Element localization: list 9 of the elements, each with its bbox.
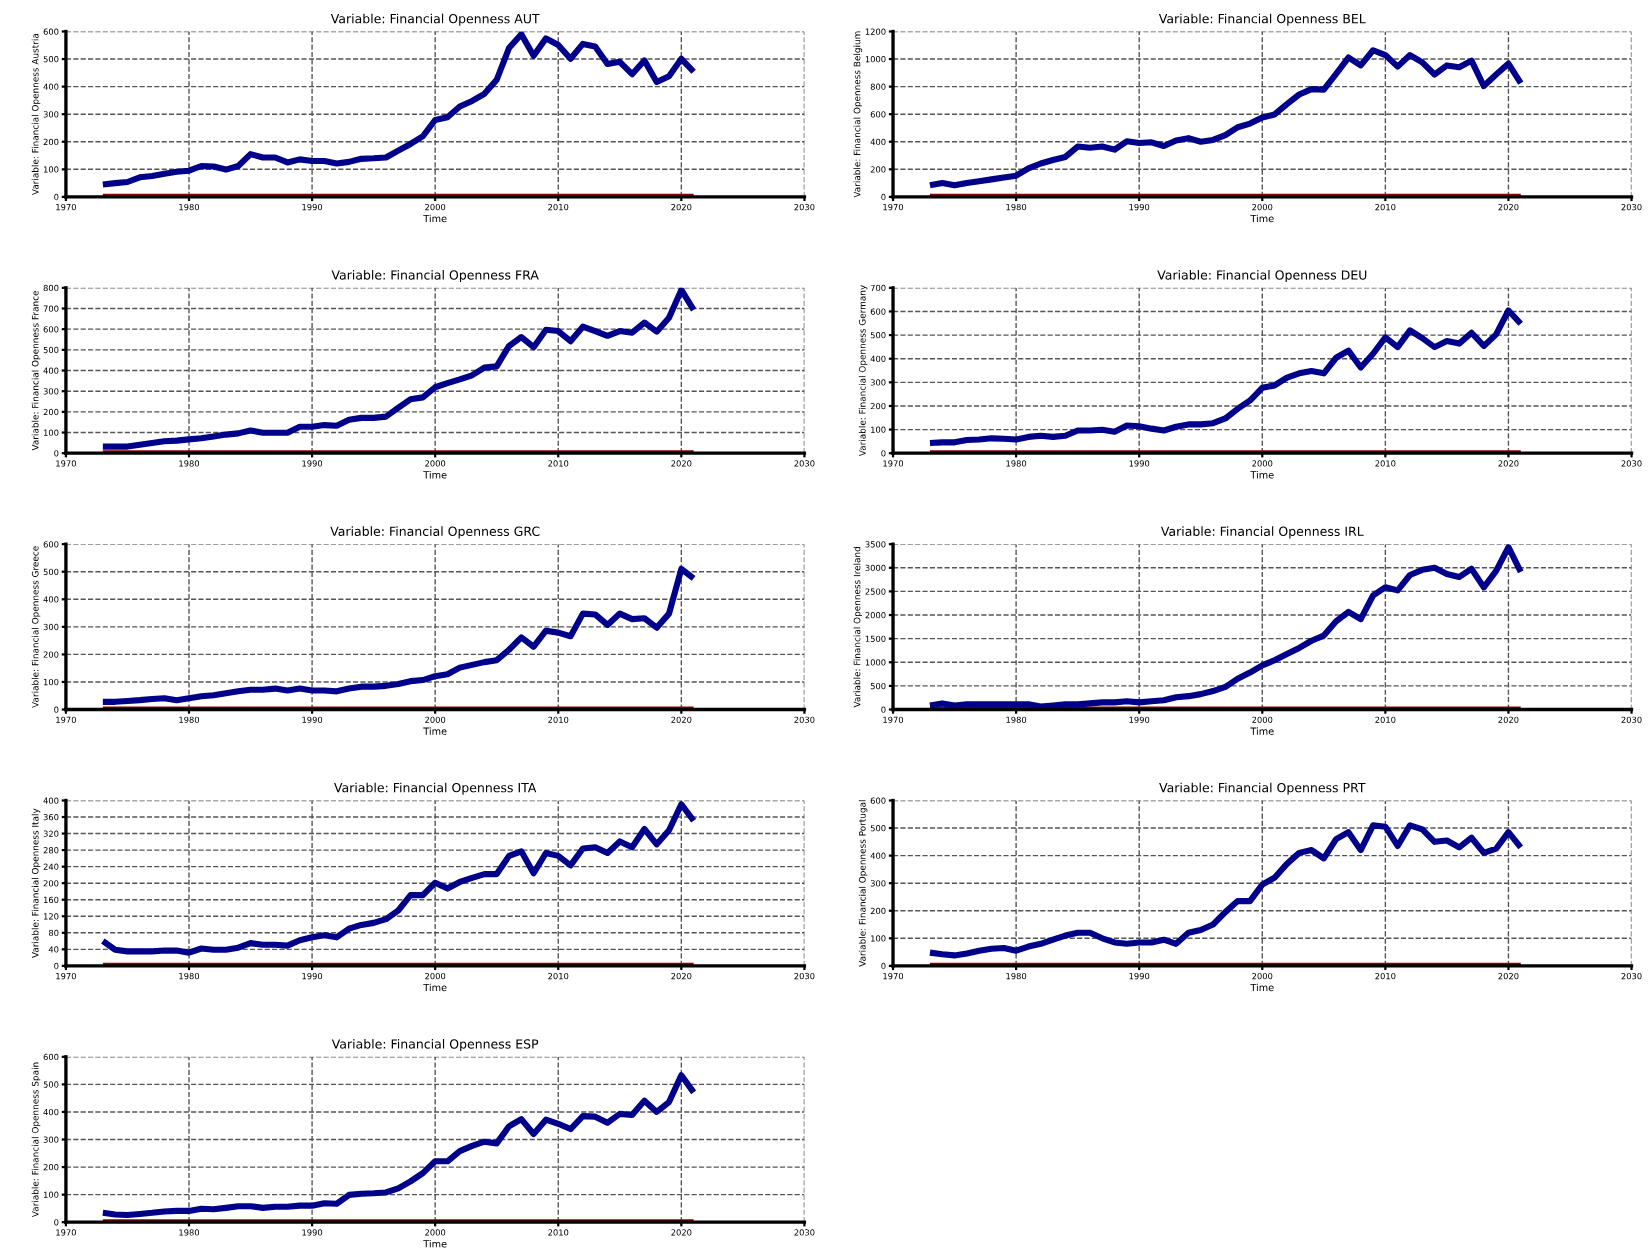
line-series [926, 544, 1524, 710]
line-series [926, 47, 1524, 189]
line-series [99, 287, 697, 450]
line-series [99, 801, 697, 956]
line-series [99, 31, 697, 188]
line-series [926, 822, 1524, 959]
line-series [99, 1072, 697, 1219]
line-series [99, 565, 697, 705]
line-series [926, 307, 1524, 447]
